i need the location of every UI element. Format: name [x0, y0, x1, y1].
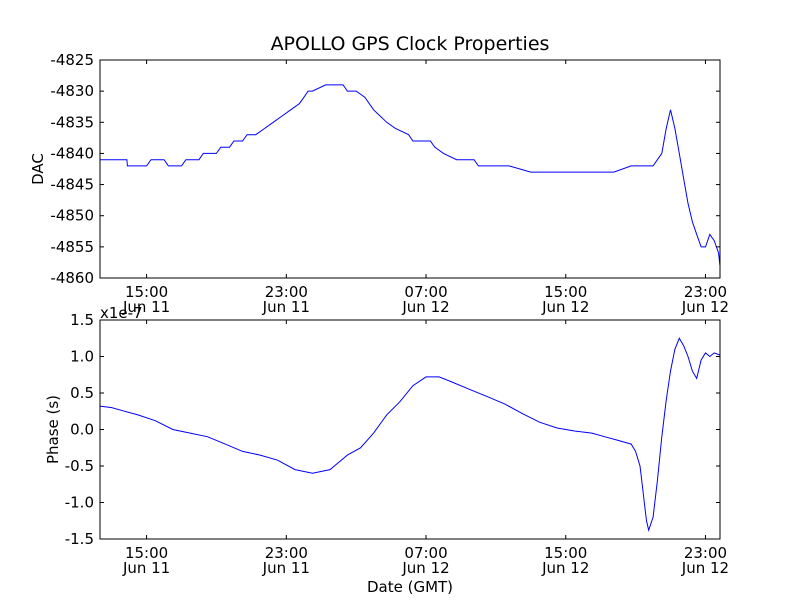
- x-tick-label-time: 15:00: [125, 283, 168, 301]
- y-tick-label: -4830: [50, 82, 94, 100]
- y-axis-label: Phase (s): [44, 395, 62, 464]
- y-tick-label: -4850: [50, 207, 94, 225]
- x-tick-label-date: Jun 12: [541, 559, 589, 577]
- x-tick-label-time: 23:00: [684, 283, 727, 301]
- x-tick-label-time: 15:00: [544, 544, 587, 562]
- y-tick-label: -4835: [50, 113, 94, 131]
- y-tick-label: -1.5: [65, 530, 94, 548]
- x-tick-label-date: Jun 11: [262, 559, 310, 577]
- x-tick-label-time: 07:00: [404, 283, 447, 301]
- dac-panel: -4825 -4830 -4835 -4840 -4845 -4850 -4855 -4860…: [29, 51, 729, 316]
- x-tick-label-time: 23:00: [265, 544, 308, 562]
- x-tick-label-time: 23:00: [265, 283, 308, 301]
- x-tick-label-date: Jun 12: [401, 559, 449, 577]
- axes-frame: [99, 59, 721, 279]
- x-tick-label-date: Jun 12: [681, 298, 729, 316]
- x-tick-label-time: 07:00: [404, 544, 447, 562]
- x-axis-label: Date (GMT): [367, 578, 453, 596]
- x-tick-label-date: Jun 12: [401, 298, 449, 316]
- y-tick-label: 1.5: [70, 311, 94, 329]
- x-tick-label-date: Jun 11: [262, 298, 310, 316]
- y-tick-label: 0.5: [70, 384, 94, 402]
- axis-exponent-label: x1e-7: [100, 304, 143, 322]
- y-tick-label: 1.0: [70, 348, 94, 366]
- chart-title: APOLLO GPS Clock Properties: [271, 33, 550, 55]
- x-tick-label-time: 23:00: [684, 544, 727, 562]
- x-tick-label-date: Jun 12: [541, 298, 589, 316]
- y-tick-label: -4840: [50, 144, 94, 162]
- y-axis-label: DAC: [29, 153, 47, 185]
- series-line-dac: [99, 84, 721, 266]
- y-tick-label: -4825: [50, 51, 94, 69]
- y-tick-label: -4845: [50, 176, 94, 194]
- x-tick-label-date: Jun 11: [122, 559, 170, 577]
- series-line-phase: [99, 337, 721, 533]
- y-tick-label: -0.5: [65, 457, 94, 475]
- x-tick-label-date: Jun 12: [681, 559, 729, 577]
- x-tick-label-date: Jun 11: [122, 298, 170, 316]
- y-tick-label: -4860: [50, 269, 94, 287]
- x-tick-label-time: 15:00: [125, 544, 168, 562]
- y-tick-label: 0.0: [70, 421, 94, 439]
- y-tick-label: -1.0: [65, 494, 94, 512]
- x-tick-label-time: 15:00: [544, 283, 587, 301]
- y-tick-label: -4855: [50, 238, 94, 256]
